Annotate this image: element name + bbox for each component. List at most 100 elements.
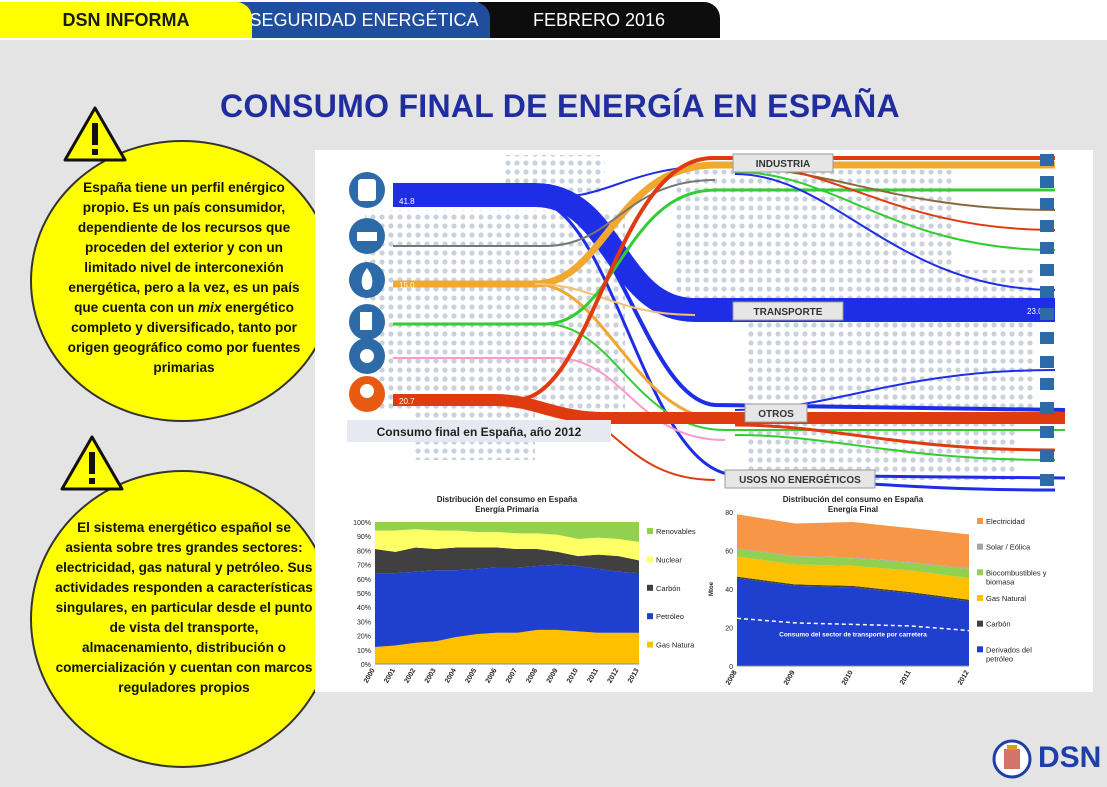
line-label: Consumo del sector de transporte por car… — [779, 631, 927, 638]
legend-label: Electricidad — [986, 517, 1025, 526]
legend-label: Gas Natural — [986, 594, 1026, 603]
logo-text: DSN — [1038, 741, 1102, 774]
x-tick-label: 2012 — [957, 669, 971, 686]
sankey-flows — [393, 155, 1066, 492]
series-area-biocombustibles-y-biomasa — [737, 548, 969, 579]
x-tick-label: 2005 — [464, 667, 478, 684]
series-area-renovables — [375, 522, 639, 542]
note1-pre: España tiene un perfil enérgico propio. … — [68, 180, 300, 315]
legend-swatch — [977, 569, 983, 576]
oil-barrel-icon — [349, 172, 385, 208]
y-tick-label: 40% — [357, 605, 371, 612]
top-bar: DSN INFORMA SEGURIDAD ENERGÉTICA FEBRERO… — [0, 0, 1107, 40]
chart-subtitle: Energía Final — [828, 505, 878, 514]
info-bubble-2-text: El sistema energético español se asienta… — [55, 520, 313, 695]
info-bubble-1: España tiene un perfil enérgico propio. … — [30, 140, 335, 422]
legend-swatch — [977, 518, 983, 524]
y-tick-label: 100% — [353, 520, 371, 527]
chart-subtitle: Energía Primaria — [475, 505, 539, 514]
tab-seguridad-energetica[interactable]: SEGURIDAD ENERGÉTICA — [238, 2, 490, 38]
warning-icon — [60, 435, 124, 491]
sector-labels: INDUSTRIA TRANSPORTE OTROS USOS NO ENERG… — [724, 153, 876, 489]
chart-energia-primaria: Distribución del consumo en EspañaEnergí… — [353, 495, 696, 684]
sector-transporte: TRANSPORTE — [754, 307, 823, 318]
sector-usos-no-energeticos: USOS NO ENERGÉTICOS — [739, 473, 861, 486]
legend-swatch — [647, 613, 653, 620]
y-tick-label: 20 — [725, 626, 733, 633]
y-tick-label: 20% — [357, 634, 371, 641]
legend-swatch — [647, 556, 653, 563]
x-tick-label: 2010 — [566, 667, 580, 684]
x-tick-label: 2008 — [525, 667, 539, 684]
series-area-electricidad — [737, 514, 969, 569]
sankey-diagram: 41.8 15.0 20.7 23.0 INDUSTRIA TRANSPORTE… — [347, 153, 1066, 492]
legend-label: Renovables — [656, 527, 696, 536]
value-electricidad: 20.7 — [399, 397, 415, 406]
legend-label: Nuclear — [656, 555, 682, 564]
figure-panel: 41.8 15.0 20.7 23.0 INDUSTRIA TRANSPORTE… — [315, 150, 1093, 692]
x-tick-label: 2004 — [444, 667, 458, 684]
y-tick-label: 60% — [357, 577, 371, 584]
tab-fecha[interactable]: FEBRERO 2016 — [478, 2, 720, 38]
series-area-carb-n — [375, 547, 639, 574]
tab-dsn-informa[interactable]: DSN INFORMA — [0, 2, 252, 38]
page-title: CONSUMO FINAL DE ENERGÍA EN ESPAÑA — [220, 88, 900, 124]
sankey-caption: Consumo final en España, año 2012 — [377, 425, 582, 439]
legend-swatch — [977, 595, 983, 601]
x-tick-label: 2011 — [586, 667, 600, 684]
x-tick-label: 2009 — [546, 667, 560, 684]
y-tick-label: 30% — [357, 619, 371, 626]
legend-label: Derivados del — [986, 645, 1032, 654]
y-tick-label: 0 — [729, 664, 733, 671]
x-tick-label: 2012 — [607, 667, 621, 684]
legend-label: biomasa — [986, 577, 1015, 586]
y-tick-label: 70% — [357, 563, 371, 570]
legend-label: Gas Natura — [656, 641, 695, 650]
y-tick-label: 50% — [357, 591, 371, 598]
legend-swatch — [977, 620, 983, 627]
lightbulb-icon — [349, 376, 385, 412]
legend-swatch — [977, 543, 983, 550]
series-area-gas-natural — [737, 556, 969, 600]
y-tick-label: 80 — [725, 510, 733, 517]
chart-energia-final: Distribución del consumo en EspañaEnergí… — [709, 495, 1047, 686]
caption-box — [347, 420, 611, 442]
y-tick-label: 0% — [361, 662, 371, 669]
x-tick-label: 2001 — [383, 667, 397, 684]
legend-swatch — [977, 646, 983, 653]
series-area-gas-natura — [375, 629, 639, 664]
legend-swatch — [647, 641, 653, 648]
x-tick-label: 2006 — [485, 667, 499, 684]
note1-em: mix — [197, 300, 222, 315]
series-line-transporte — [736, 617, 970, 632]
sector-industria: INDUSTRIA — [756, 159, 810, 170]
renewables-icon — [349, 338, 385, 374]
legend-swatch — [647, 584, 653, 591]
fuel-pump-icon — [349, 304, 385, 340]
y-tick-label: 40 — [725, 587, 733, 594]
gas-flame-icon — [349, 262, 385, 298]
note1-post: energético completo y diversificado, tan… — [67, 300, 301, 375]
info-bubble-1-text: España tiene un perfil enérgico propio. … — [60, 178, 308, 378]
x-tick-label: 2009 — [783, 669, 797, 686]
x-tick-label: 2002 — [403, 667, 417, 684]
x-tick-label: 2011 — [899, 669, 913, 686]
chart-title: Distribución del consumo en España — [783, 495, 924, 504]
x-tick-label: 2003 — [424, 667, 438, 684]
series-area-derivados-del-petr-leo — [737, 578, 969, 666]
x-tick-label: 2010 — [841, 669, 855, 686]
coal-icon — [349, 218, 385, 254]
dsn-logo: DSN — [992, 737, 1102, 782]
legend-label: Carbón — [986, 620, 1011, 629]
y-tick-label: 80% — [357, 548, 371, 555]
x-tick-label: 2013 — [627, 667, 641, 684]
info-bubble-2: El sistema energético español se asienta… — [30, 470, 335, 768]
warning-icon — [63, 106, 127, 162]
x-tick-label: 2007 — [505, 667, 519, 684]
y-tick-label: 90% — [357, 534, 371, 541]
y-tick-label: 10% — [357, 648, 371, 655]
legend-label: petróleo — [986, 654, 1013, 663]
legend-label: Carbón — [656, 584, 681, 593]
sector-otros: OTROS — [758, 409, 794, 420]
x-tick-label: 2000 — [363, 667, 377, 684]
